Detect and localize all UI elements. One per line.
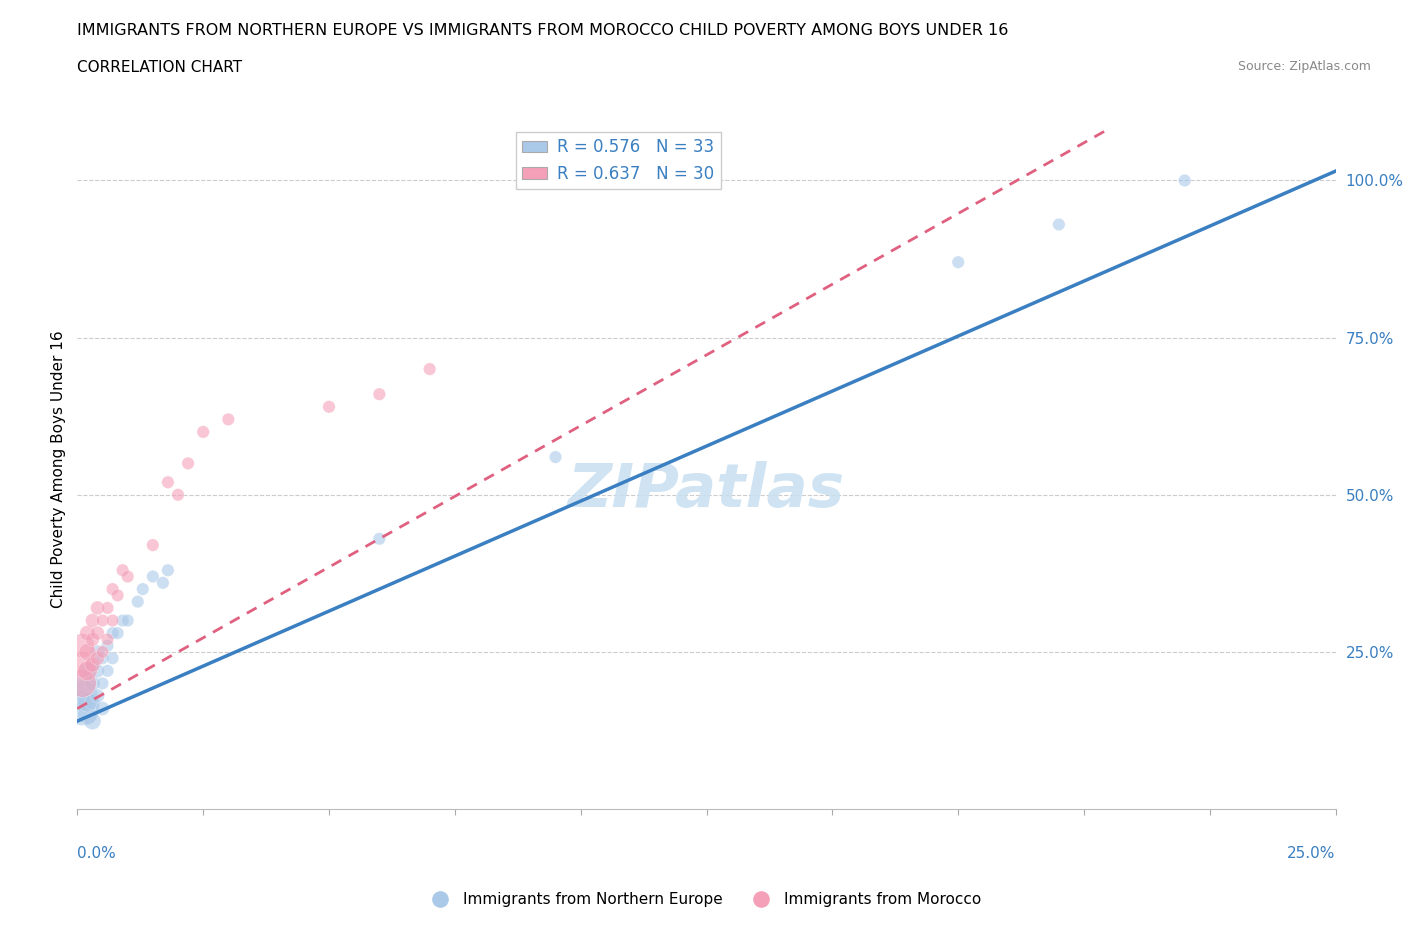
Point [72, 688, 94, 703]
Point [117, 613, 139, 628]
Point [76, 708, 98, 723]
Point [86, 601, 108, 616]
Point [86, 651, 108, 666]
Point [177, 456, 200, 471]
Point [82, 658, 104, 672]
Point [107, 626, 129, 641]
Point [101, 626, 124, 641]
Point [82, 713, 104, 728]
Point [72, 638, 94, 653]
Point [76, 626, 98, 641]
Point [111, 563, 134, 578]
Point [111, 613, 134, 628]
Point [107, 588, 129, 603]
Legend: Immigrants from Northern Europe, Immigrants from Morocco: Immigrants from Northern Europe, Immigra… [419, 886, 987, 913]
Point [101, 613, 124, 628]
Point [368, 387, 391, 402]
Y-axis label: Child Poverty Among Boys Under 16: Child Poverty Among Boys Under 16 [51, 331, 66, 608]
Point [86, 663, 108, 678]
Point [152, 576, 174, 591]
Legend: R = 0.576   N = 33, R = 0.637   N = 30: R = 0.576 N = 33, R = 0.637 N = 30 [516, 132, 721, 190]
Text: 25.0%: 25.0% [1288, 846, 1336, 861]
Point [127, 594, 149, 609]
Point [72, 676, 94, 691]
Point [82, 632, 104, 647]
Point [82, 658, 104, 672]
Point [142, 538, 165, 552]
Point [156, 563, 179, 578]
Point [72, 701, 94, 716]
Point [91, 676, 114, 691]
Point [91, 651, 114, 666]
Point [368, 531, 391, 546]
Point [91, 701, 114, 716]
Point [96, 601, 118, 616]
Text: Source: ZipAtlas.com: Source: ZipAtlas.com [1237, 60, 1371, 73]
Point [1047, 217, 1070, 232]
Point [76, 663, 98, 678]
Text: CORRELATION CHART: CORRELATION CHART [77, 60, 242, 75]
Point [86, 626, 108, 641]
Point [86, 644, 108, 659]
Text: IMMIGRANTS FROM NORTHERN EUROPE VS IMMIGRANTS FROM MOROCCO CHILD POVERTY AMONG B: IMMIGRANTS FROM NORTHERN EUROPE VS IMMIG… [77, 23, 1008, 38]
Point [72, 658, 94, 672]
Point [101, 651, 124, 666]
Text: ZIPatlas: ZIPatlas [568, 460, 845, 520]
Point [142, 569, 165, 584]
Point [96, 638, 118, 653]
Point [191, 424, 215, 439]
Point [96, 632, 118, 647]
Point [132, 581, 155, 596]
Point [217, 412, 239, 427]
Point [101, 581, 124, 596]
Point [91, 644, 114, 659]
Point [76, 695, 98, 710]
Point [318, 399, 340, 414]
Point [117, 569, 139, 584]
Text: 0.0%: 0.0% [77, 846, 117, 861]
Point [1174, 173, 1197, 188]
Point [544, 449, 567, 464]
Point [91, 613, 114, 628]
Point [948, 255, 970, 270]
Point [167, 487, 190, 502]
Point [82, 613, 104, 628]
Point [82, 695, 104, 710]
Point [76, 663, 98, 678]
Point [419, 362, 441, 377]
Point [156, 475, 179, 490]
Point [96, 663, 118, 678]
Point [82, 676, 104, 691]
Point [76, 644, 98, 659]
Point [86, 688, 108, 703]
Point [72, 676, 94, 691]
